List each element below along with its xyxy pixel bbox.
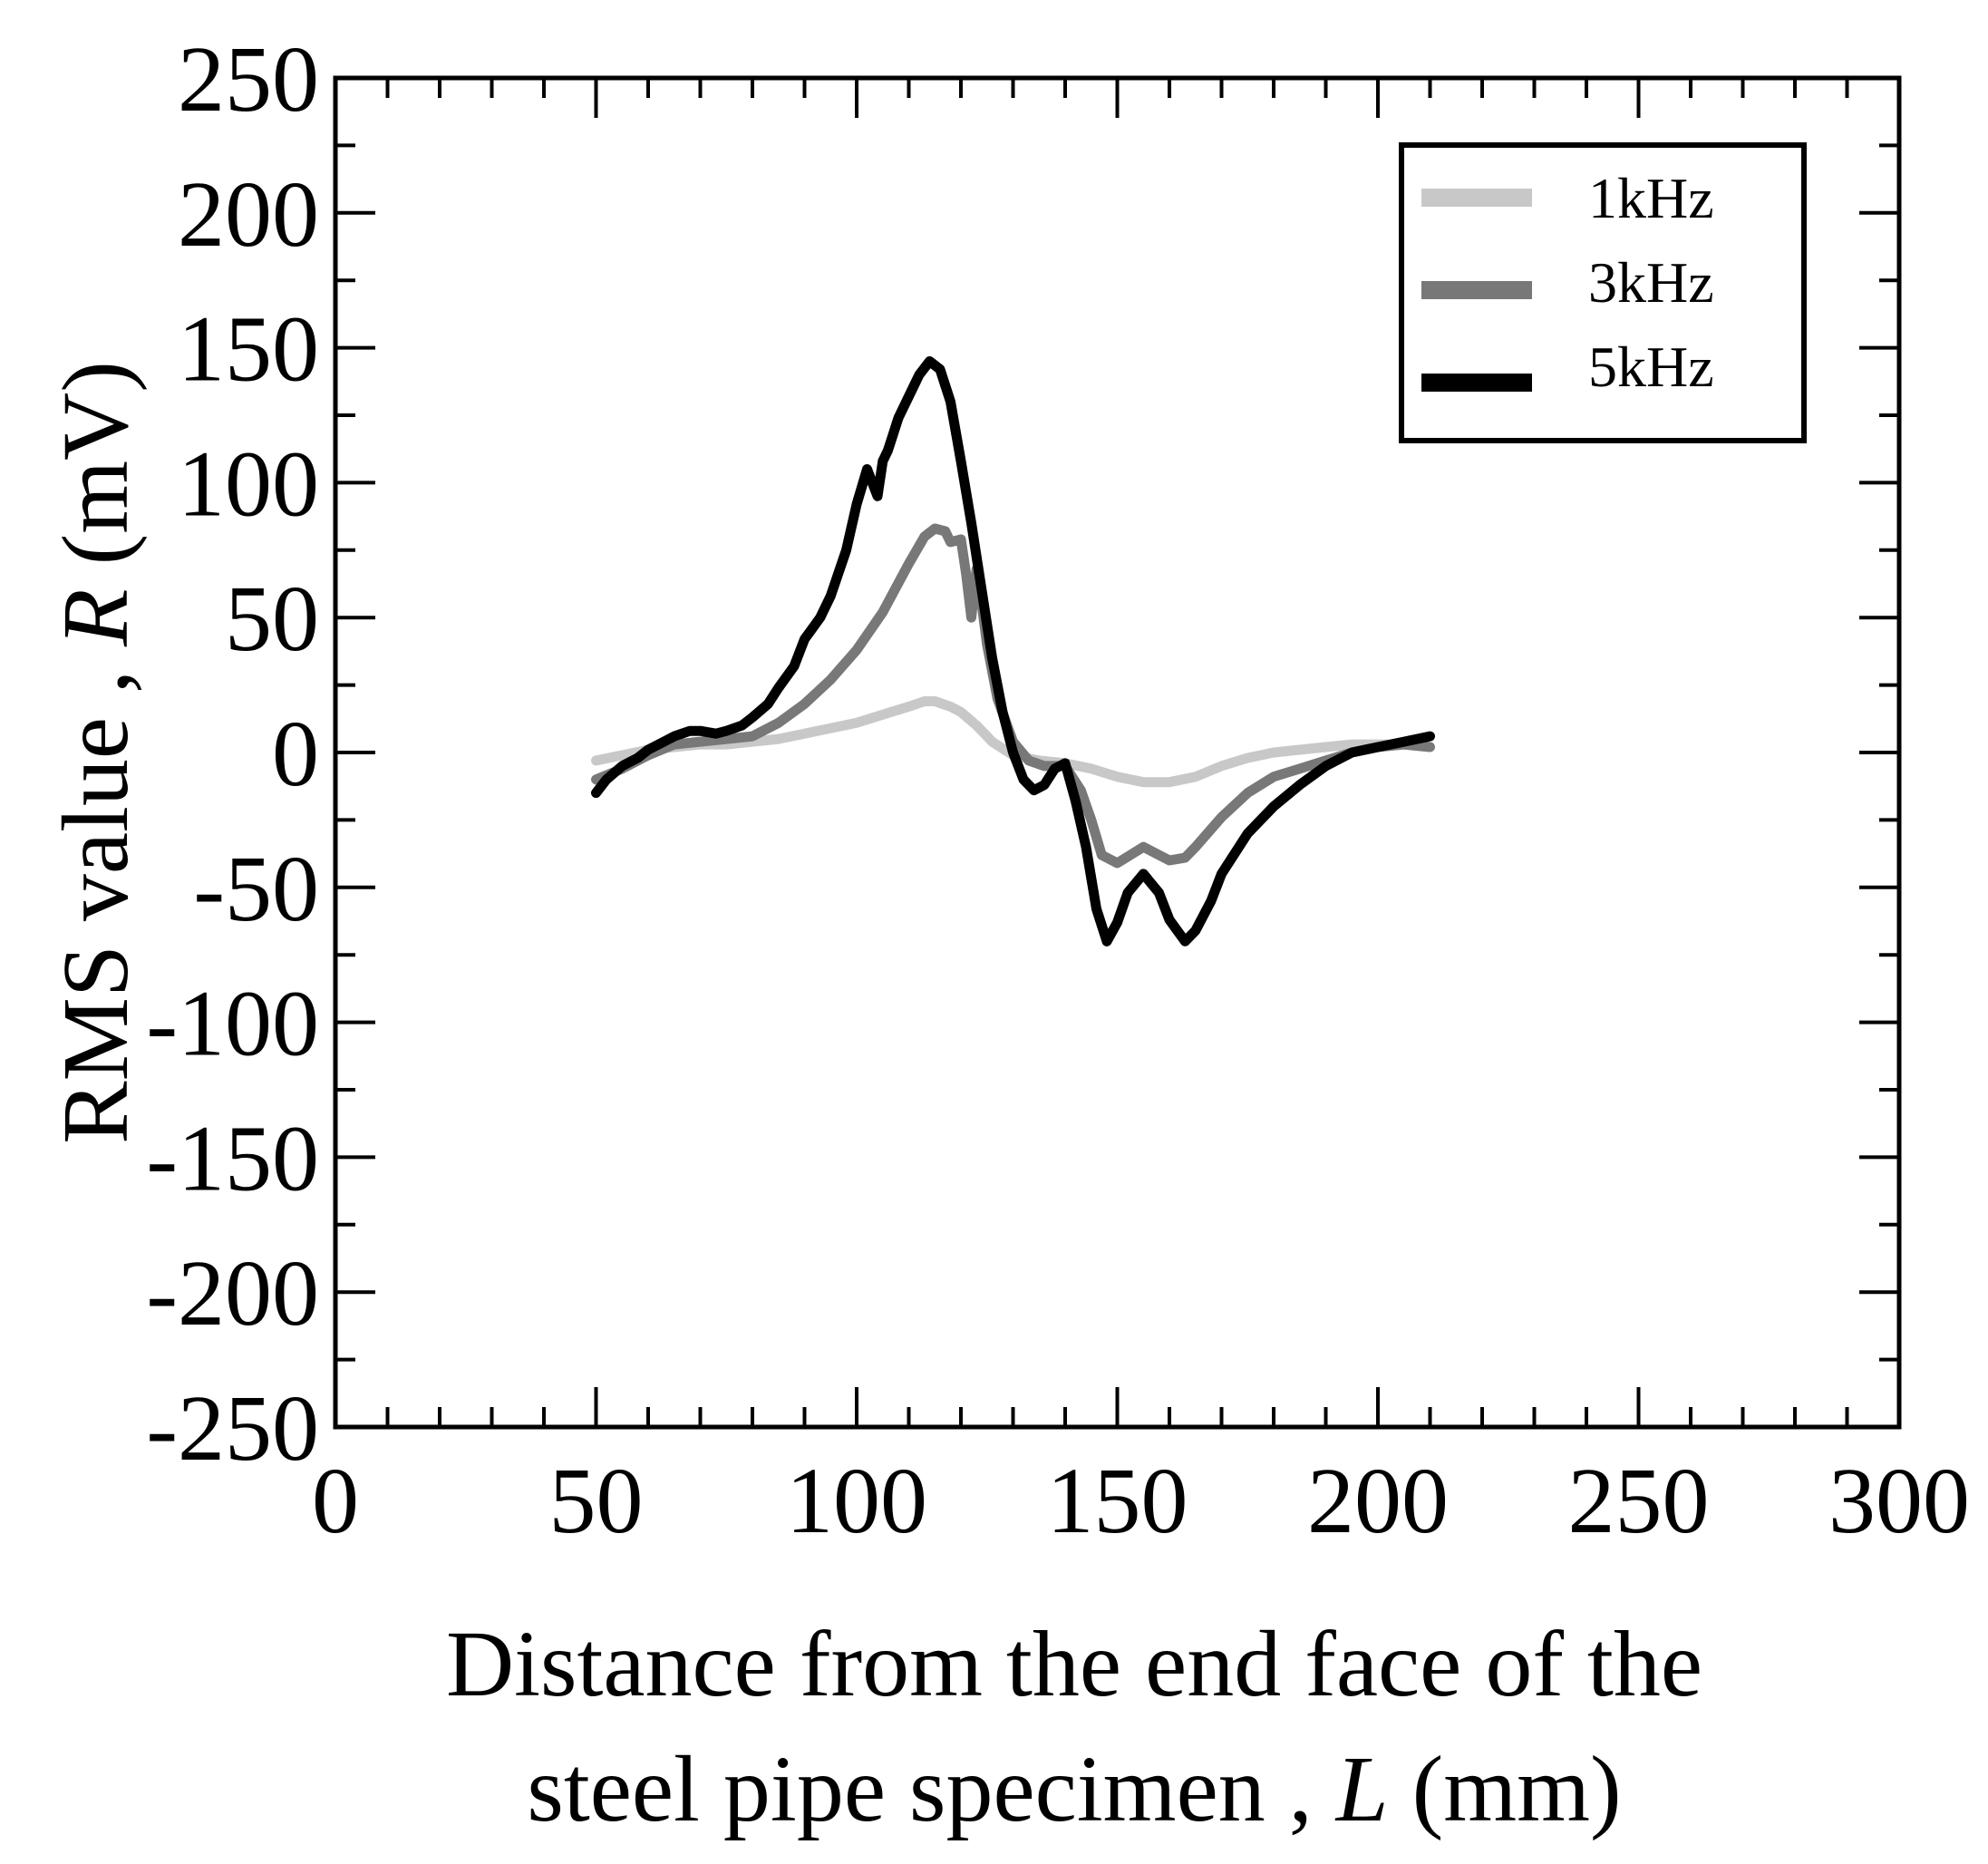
- legend-label-1khz: 1kHz: [1588, 166, 1714, 230]
- y-tick-label: 250: [178, 27, 319, 131]
- series-lines: [591, 356, 1435, 947]
- tick-labels: 0 50 100 150 200 250 300 250 200 150 100 50 0 -50 -100…: [146, 27, 1970, 1553]
- x-tick-label: 150: [1047, 1449, 1188, 1553]
- y-tick-label: -250: [146, 1376, 319, 1481]
- y-tick-label: -50: [193, 837, 319, 941]
- x-axis-title-line-2: steel pipe specimen , L (mm): [527, 1737, 1621, 1841]
- x-tick-label: 250: [1568, 1449, 1710, 1553]
- y-tick-label: 200: [178, 162, 319, 267]
- x-tick-label: 50: [549, 1449, 644, 1553]
- y-tick-label: -200: [146, 1241, 319, 1345]
- minor-ticks: [335, 78, 1899, 1427]
- y-tick-label: 150: [178, 297, 319, 402]
- legend-label-5khz: 5kHz: [1588, 335, 1714, 399]
- y-tick-label: -100: [146, 972, 319, 1076]
- y-tick-label: 0: [272, 702, 319, 806]
- x-tick-label: 300: [1828, 1449, 1970, 1553]
- series-line-1khz: [591, 696, 1435, 788]
- plot-frame: [333, 75, 1902, 1430]
- x-tick-label: 100: [786, 1449, 927, 1553]
- series-line-3khz: [591, 523, 1435, 869]
- y-tick-label: 50: [225, 567, 319, 671]
- y-tick-label: 100: [178, 432, 319, 536]
- y-axis-title: RMS value , R (mV): [44, 361, 148, 1144]
- x-tick-label: 200: [1307, 1449, 1449, 1553]
- legend: 1kHz 3kHz 5kHz: [1399, 142, 1807, 443]
- x-tick-label: 0: [312, 1449, 359, 1553]
- y-tick-label: -150: [146, 1106, 319, 1210]
- series-line-5khz: [591, 356, 1435, 947]
- legend-label-3khz: 3kHz: [1588, 250, 1714, 315]
- x-axis-title-line-1: Distance from the end face of the: [446, 1612, 1702, 1716]
